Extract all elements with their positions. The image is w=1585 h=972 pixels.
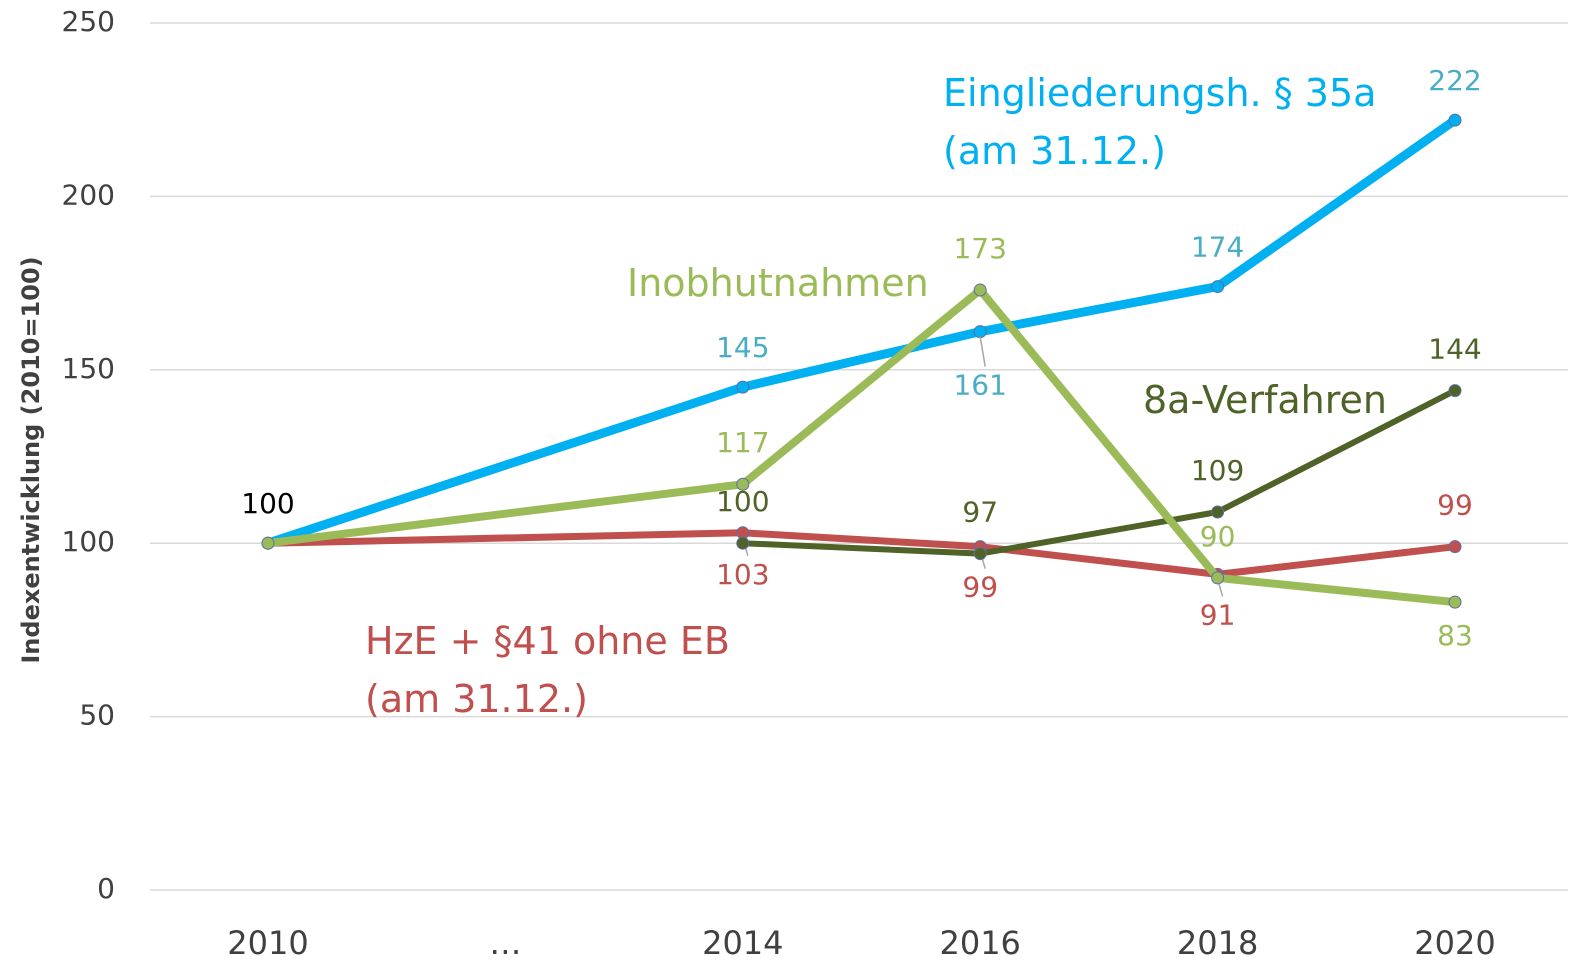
data-label: 83 — [1437, 619, 1473, 652]
y-tick-label: 200 — [62, 178, 115, 211]
data-label: 97 — [962, 496, 998, 529]
marker — [1448, 595, 1462, 609]
y-tick-label: 100 — [62, 525, 115, 558]
y-axis-label: Indexentwicklung (2010=100) — [17, 256, 45, 663]
data-label: 145 — [716, 331, 769, 364]
data-label: 90 — [1200, 520, 1236, 553]
data-label: 100 — [241, 487, 294, 520]
series-name: Eingliederungsh. § 35a (am 31.12.) — [943, 71, 1376, 173]
marker — [736, 477, 750, 491]
data-label: 174 — [1191, 231, 1244, 264]
marker — [736, 536, 750, 550]
x-tick-label: 2014 — [702, 924, 783, 962]
series-name: HzE + §41 ohne EB (am 31.12.) — [365, 619, 730, 721]
leader-line — [979, 336, 986, 367]
data-label: 144 — [1428, 333, 1481, 366]
marker — [1448, 113, 1462, 127]
y-tick-label: 0 — [97, 872, 115, 905]
marker — [973, 325, 987, 339]
marker — [1448, 540, 1462, 554]
x-tick-label: 2016 — [939, 924, 1020, 962]
data-label: 99 — [1437, 489, 1473, 522]
x-tick-label: 2020 — [1414, 924, 1495, 962]
series-line — [264, 286, 1459, 607]
data-label: 103 — [716, 558, 769, 591]
y-tick-label: 150 — [62, 352, 115, 385]
marker — [1448, 384, 1462, 398]
data-label: 173 — [953, 232, 1006, 265]
marker — [736, 380, 750, 394]
data-label: 109 — [1191, 454, 1244, 487]
data-label: 99 — [962, 571, 998, 604]
y-tick-label: 250 — [62, 5, 115, 38]
marker — [1211, 571, 1225, 585]
marker — [261, 536, 275, 550]
marker — [1211, 280, 1225, 294]
data-label: 117 — [716, 426, 769, 459]
y-tick-label: 50 — [79, 699, 115, 732]
x-tick-label: … — [489, 924, 521, 962]
series-line — [739, 387, 1458, 557]
marker — [973, 283, 987, 297]
marker — [1211, 505, 1225, 519]
data-label: 91 — [1200, 598, 1236, 631]
series-name: Inobhutnahmen — [627, 261, 929, 305]
series-line — [264, 529, 1459, 578]
data-label: 161 — [953, 369, 1006, 402]
data-label: 222 — [1428, 64, 1481, 97]
x-tick-label: 2010 — [227, 924, 308, 962]
x-tick-label: 2018 — [1177, 924, 1258, 962]
marker — [973, 547, 987, 561]
series-name: 8a-Verfahren — [1143, 378, 1387, 422]
